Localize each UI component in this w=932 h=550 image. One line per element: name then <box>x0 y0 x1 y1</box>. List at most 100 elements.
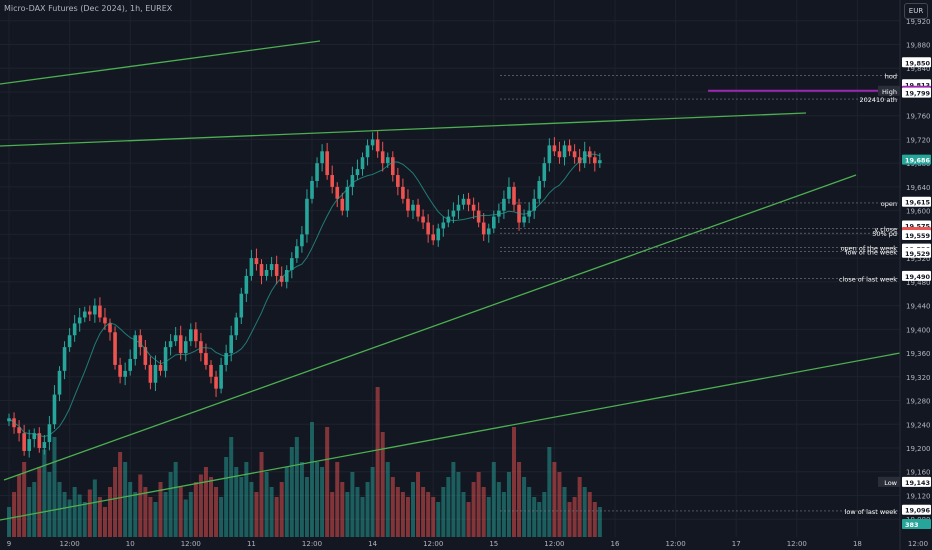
candle-body <box>158 364 163 371</box>
price-tag: 19,850 <box>905 59 931 67</box>
volume-bar <box>102 507 107 537</box>
candle-body <box>199 341 203 354</box>
volume-bar <box>441 487 446 537</box>
candle-body <box>370 139 375 146</box>
candle-body <box>451 210 456 217</box>
volume-bar <box>527 487 532 537</box>
candle-body <box>355 169 360 176</box>
volume-bar <box>562 487 567 537</box>
volume-bar <box>17 474 22 537</box>
candle-body <box>7 418 11 422</box>
volume-bar <box>118 452 123 537</box>
price-tick: 19,760 <box>906 113 931 121</box>
time-tick: 12:00 <box>544 540 564 548</box>
price-tag: 19,490 <box>905 273 931 281</box>
price-tag-bg <box>902 504 931 515</box>
price-tick: 19,120 <box>906 492 931 500</box>
candle-body <box>178 335 183 354</box>
volume-bar <box>330 492 335 537</box>
level-label-6: close of last week <box>839 275 897 283</box>
price-tag: 19,559 <box>905 232 931 240</box>
candle-body <box>239 293 244 318</box>
volume-bar <box>188 492 193 537</box>
price-tick: 19,160 <box>906 469 931 477</box>
volume-bar <box>269 487 274 537</box>
candle-body <box>532 198 536 211</box>
candle-body <box>290 258 294 270</box>
candle-body <box>183 341 188 354</box>
candle-body <box>537 180 542 199</box>
volume-bar <box>345 492 350 537</box>
candle-body <box>310 180 314 199</box>
volume-bar <box>315 462 320 537</box>
volume-bar <box>47 472 52 537</box>
price-tag-bg <box>902 229 931 240</box>
volume-bar <box>234 467 239 537</box>
price-tick: 19,320 <box>906 374 931 382</box>
volume-bar <box>385 462 390 537</box>
volume-bar <box>360 497 365 537</box>
volume-bar <box>173 462 178 537</box>
candle-body <box>194 329 198 342</box>
volume-bar <box>587 492 592 537</box>
price-tag-bg <box>902 476 931 487</box>
volume-bar <box>325 427 330 537</box>
volume-bar <box>486 497 491 537</box>
candle-body <box>113 332 117 365</box>
candle-body <box>350 175 355 187</box>
candle-body <box>441 222 446 229</box>
volume-bar <box>421 487 426 537</box>
candle-body <box>360 157 365 170</box>
volume-bar <box>395 487 400 537</box>
candle-body <box>57 370 62 395</box>
volume-bar <box>310 422 314 537</box>
candle-body <box>391 157 395 176</box>
candle-body <box>335 186 340 199</box>
time-tick: 12:00 <box>423 540 443 548</box>
side-label-bg <box>878 85 900 96</box>
candle-body <box>406 198 410 211</box>
price-tick: 19,520 <box>906 255 931 263</box>
volume-bar <box>365 482 370 537</box>
volume-bar <box>375 387 380 537</box>
volume-bar <box>416 472 421 537</box>
volume-bar <box>542 492 547 537</box>
volume-bar <box>219 497 224 537</box>
candle-body <box>557 151 562 158</box>
volume-bar <box>431 497 436 537</box>
candle-body <box>108 323 112 333</box>
volume-bar <box>577 477 582 537</box>
candle-body <box>598 160 602 164</box>
candle-body <box>502 198 506 211</box>
volume-bar <box>52 437 57 537</box>
volume-bar <box>340 482 345 537</box>
time-tick: 12:00 <box>60 540 80 548</box>
candle-body <box>209 364 213 377</box>
price-tag: 19,096 <box>905 507 931 515</box>
time-tick: 12:00 <box>787 540 807 548</box>
volume-bar <box>178 487 183 537</box>
candle-body <box>572 151 577 158</box>
volume-bar <box>456 472 461 537</box>
price-tag-bg <box>902 270 931 281</box>
price-tick: 19,600 <box>906 208 931 216</box>
candle-body <box>284 269 289 282</box>
candle-body <box>244 275 249 294</box>
price-tag: 19,575 <box>905 222 931 230</box>
candle-body <box>320 151 324 164</box>
volume-bar <box>532 497 537 537</box>
side-label: High <box>882 88 897 96</box>
volume-bar <box>209 477 213 537</box>
currency-button[interactable]: EUR <box>904 3 928 19</box>
candle-body <box>42 442 47 448</box>
price-tick: 19,920 <box>906 18 931 26</box>
candle-body <box>456 204 461 211</box>
volume-bar <box>113 467 118 537</box>
candle-body <box>88 311 92 315</box>
candle-body <box>138 335 143 348</box>
volume-bar <box>426 492 431 537</box>
price-tick: 19,480 <box>906 279 931 287</box>
candle-body <box>421 216 425 223</box>
volume-bar <box>249 482 254 537</box>
